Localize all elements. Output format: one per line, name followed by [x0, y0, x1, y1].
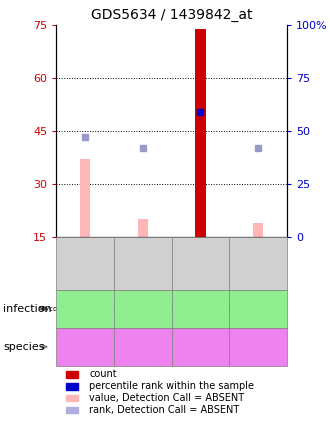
- Bar: [253, 223, 263, 237]
- Text: rank, Detection Call = ABSENT: rank, Detection Call = ABSENT: [89, 405, 239, 415]
- Text: GSM1111753: GSM1111753: [196, 235, 205, 291]
- Text: pathogenic: pathogenic: [65, 344, 105, 350]
- Text: percentile rank within the sample: percentile rank within the sample: [89, 381, 254, 391]
- Text: pathogenic: pathogenic: [123, 344, 162, 350]
- Text: GSM1111751: GSM1111751: [81, 235, 89, 291]
- Title: GDS5634 / 1439842_at: GDS5634 / 1439842_at: [91, 8, 252, 22]
- Text: n/a: n/a: [253, 344, 264, 350]
- Text: GSM1111752: GSM1111752: [138, 235, 147, 291]
- Text: value, Detection Call = ABSENT: value, Detection Call = ABSENT: [89, 393, 244, 403]
- Text: non-pathogenic: non-pathogenic: [173, 344, 228, 350]
- Text: Mycobacterium smegmatis: Mycobacterium smegmatis: [153, 306, 248, 312]
- Text: infection: infection: [3, 304, 52, 314]
- Text: Mycobacterium bovis BCG: Mycobacterium bovis BCG: [39, 306, 131, 312]
- Text: count: count: [89, 369, 117, 379]
- Text: species: species: [3, 342, 45, 352]
- Text: GSM1111750: GSM1111750: [254, 235, 263, 291]
- Bar: [80, 159, 90, 237]
- Bar: [195, 29, 206, 237]
- Text: control: control: [246, 306, 270, 312]
- Bar: [138, 219, 148, 237]
- Text: Mycobacterium tuberculosis H37ra: Mycobacterium tuberculosis H37ra: [82, 306, 204, 312]
